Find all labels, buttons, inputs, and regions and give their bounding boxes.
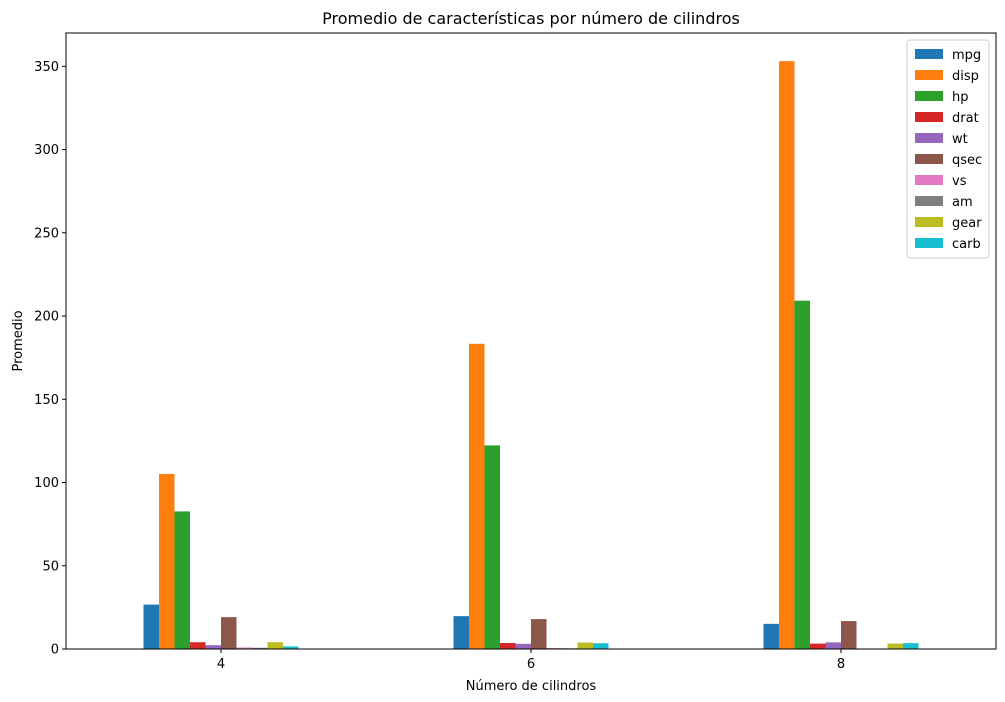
bar-hp-8 bbox=[794, 300, 810, 649]
legend-label-gear: gear bbox=[952, 216, 982, 231]
y-tick-label: 200 bbox=[34, 310, 59, 325]
legend-label-qsec: qsec bbox=[952, 153, 982, 168]
legend-swatch-wt bbox=[915, 133, 943, 143]
legend-swatch-drat bbox=[915, 112, 943, 122]
legend-label-carb: carb bbox=[952, 237, 981, 252]
axes-frame bbox=[65, 32, 997, 650]
legend-label-hp: hp bbox=[952, 90, 969, 105]
bar-gear-4 bbox=[267, 642, 283, 649]
legend-label-disp: disp bbox=[952, 69, 979, 84]
plot-area: 0 50 100 150 200 250 300 350 4 6 8 bbox=[34, 32, 997, 672]
bar-wt-4 bbox=[205, 645, 221, 649]
legend-swatch-am bbox=[915, 196, 943, 206]
legend-label-am: am bbox=[952, 195, 973, 210]
x-tick-label: 4 bbox=[217, 657, 225, 672]
chart-title: Promedio de características por número d… bbox=[322, 9, 740, 28]
x-axis-title: Número de cilindros bbox=[466, 679, 597, 694]
bar-qsec-6 bbox=[531, 619, 547, 649]
legend-swatch-qsec bbox=[915, 154, 943, 164]
legend-swatch-vs bbox=[915, 175, 943, 185]
bar-disp-8 bbox=[779, 61, 795, 649]
y-tick-label: 250 bbox=[34, 226, 59, 241]
legend-swatch-hp bbox=[915, 91, 943, 101]
bar-mpg-8 bbox=[763, 623, 779, 649]
bar-hp-6 bbox=[484, 445, 500, 649]
x-tick-label: 8 bbox=[837, 657, 845, 672]
y-tick-label: 0 bbox=[51, 643, 59, 658]
bar-drat-4 bbox=[190, 642, 206, 649]
y-axis-title: Promedio bbox=[11, 310, 26, 371]
bar-drat-8 bbox=[810, 643, 826, 649]
bar-carb-8 bbox=[903, 643, 919, 649]
legend-label-drat: drat bbox=[952, 111, 979, 126]
y-tick-label: 100 bbox=[34, 476, 59, 491]
legend-label-vs: vs bbox=[952, 174, 967, 189]
legend-swatch-disp bbox=[915, 70, 943, 80]
bar-wt-8 bbox=[825, 642, 841, 649]
bar-qsec-4 bbox=[221, 617, 237, 649]
bar-gear-6 bbox=[577, 642, 593, 649]
bar-disp-6 bbox=[469, 343, 485, 649]
legend-swatch-gear bbox=[915, 217, 943, 227]
x-tick-label: 6 bbox=[527, 657, 535, 672]
legend-label-mpg: mpg bbox=[952, 48, 981, 63]
bar-am-4 bbox=[252, 647, 268, 649]
bar-disp-4 bbox=[159, 473, 175, 649]
bar-carb-4 bbox=[283, 646, 299, 649]
legend-swatch-carb bbox=[915, 238, 943, 248]
bar-carb-6 bbox=[593, 643, 609, 649]
bar-qsec-8 bbox=[841, 621, 857, 649]
y-tick-label: 300 bbox=[34, 143, 59, 158]
legend-label-wt: wt bbox=[952, 132, 968, 147]
bar-mpg-4 bbox=[143, 604, 159, 649]
legend-swatch-mpg bbox=[915, 49, 943, 59]
bar-mpg-6 bbox=[453, 616, 469, 649]
y-tick-label: 350 bbox=[34, 60, 59, 75]
bar-wt-6 bbox=[515, 643, 531, 649]
bar-drat-6 bbox=[500, 643, 516, 649]
bar-hp-4 bbox=[174, 511, 190, 649]
bar-gear-8 bbox=[887, 643, 903, 649]
legend: mpg disp hp drat wt qsec vs am gear carb bbox=[906, 39, 990, 259]
y-tick-label: 150 bbox=[34, 393, 59, 408]
y-tick-label: 50 bbox=[42, 559, 59, 574]
bar-vs-4 bbox=[236, 647, 252, 649]
